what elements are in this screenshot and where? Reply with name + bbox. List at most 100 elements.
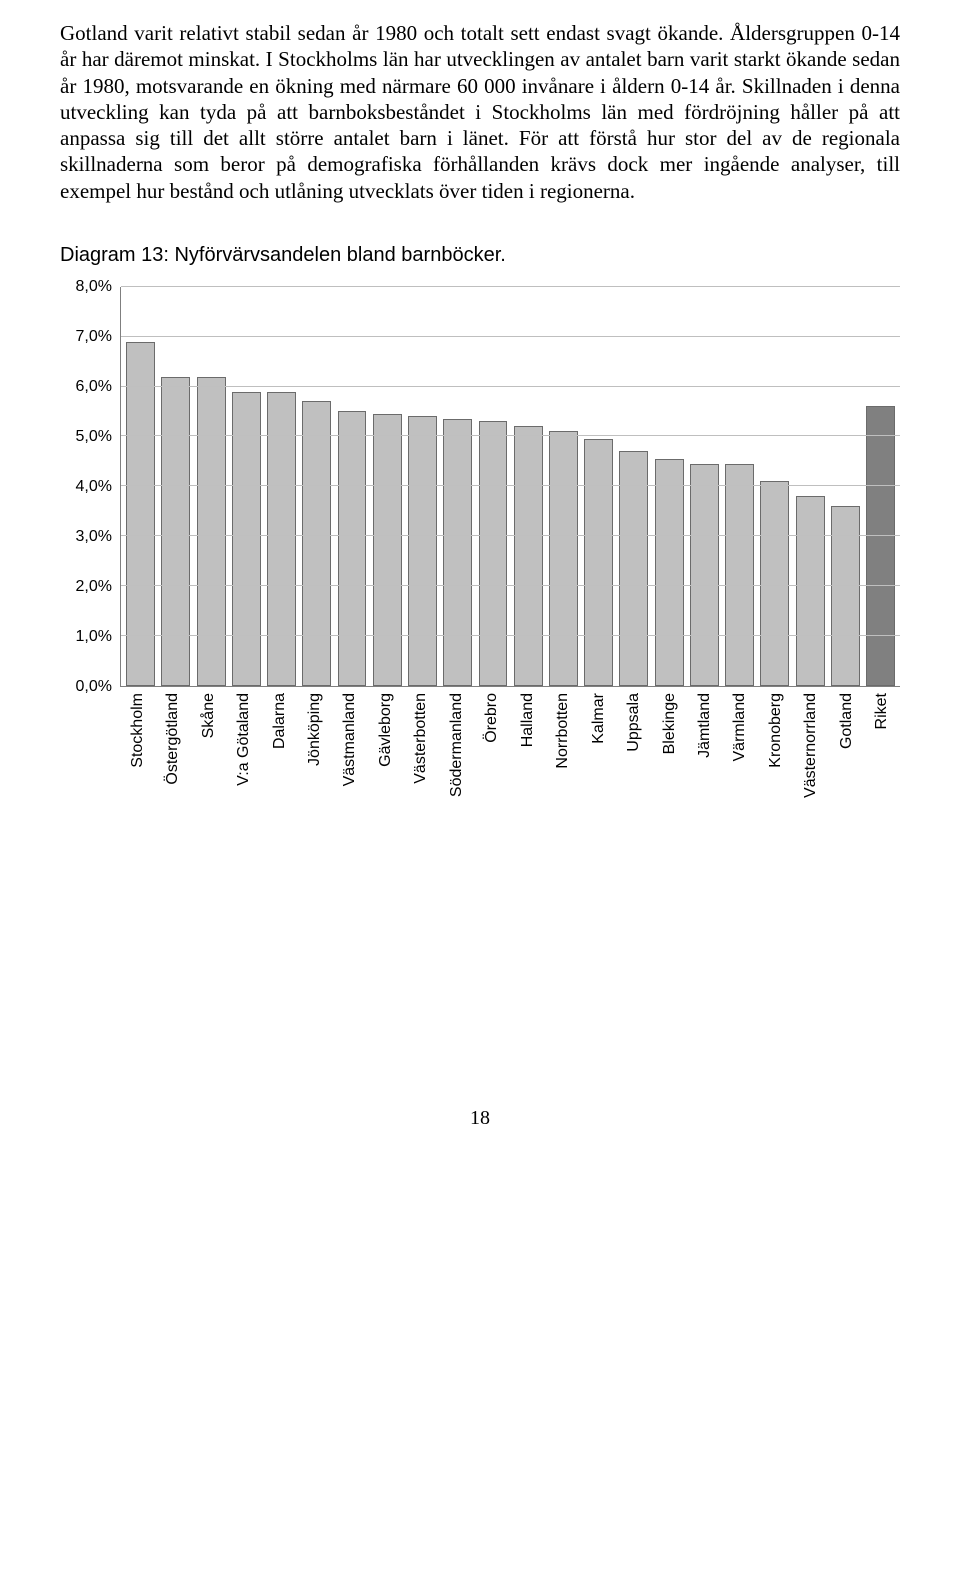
x-label: Halland <box>519 693 537 747</box>
bar <box>479 421 508 685</box>
bar <box>584 439 613 686</box>
x-label-slot: Östergötland <box>155 693 190 847</box>
bar <box>514 426 543 685</box>
x-label: Blekinge <box>661 693 679 754</box>
gridline <box>121 286 900 287</box>
x-label-slot: Södermanland <box>439 693 474 847</box>
gridline <box>121 386 900 387</box>
y-tick-label: 0,0% <box>76 678 112 696</box>
chart-plot <box>120 287 900 687</box>
page: Gotland varit relativt stabil sedan år 1… <box>0 0 960 1170</box>
x-label-slot: Kalmar <box>581 693 616 847</box>
y-tick-label: 4,0% <box>76 478 112 496</box>
bar-slot <box>616 287 651 686</box>
gridline <box>121 435 900 436</box>
gridline <box>121 336 900 337</box>
bar <box>443 419 472 686</box>
x-label: Östergötland <box>164 693 182 785</box>
bar-slot <box>475 287 510 686</box>
x-label: Skåne <box>200 693 218 738</box>
bar-slot <box>687 287 722 686</box>
x-label-slot: Västernorrland <box>794 693 829 847</box>
bar <box>161 377 190 686</box>
bar <box>408 416 437 685</box>
bar <box>760 481 789 685</box>
y-axis: 0,0%1,0%2,0%3,0%4,0%5,0%6,0%7,0%8,0% <box>60 287 120 687</box>
x-label-slot: Jönköping <box>297 693 332 847</box>
bar <box>549 431 578 685</box>
bar <box>690 464 719 686</box>
bar-slot <box>229 287 264 686</box>
chart: 0,0%1,0%2,0%3,0%4,0%5,0%6,0%7,0%8,0% Sto… <box>60 287 900 847</box>
bar-slot <box>299 287 334 686</box>
gridline <box>121 635 900 636</box>
body-paragraph: Gotland varit relativt stabil sedan år 1… <box>60 20 900 204</box>
chart-title: Diagram 13: Nyförvärvsandelen bland barn… <box>60 244 900 267</box>
x-label-slot: Halland <box>510 693 545 847</box>
bar-slot <box>334 287 369 686</box>
bar-slot <box>158 287 193 686</box>
y-tick-label: 6,0% <box>76 378 112 396</box>
bar <box>831 506 860 686</box>
x-label-slot: Dalarna <box>262 693 297 847</box>
bar-slot <box>652 287 687 686</box>
x-label: Jämtland <box>696 693 714 758</box>
x-label-slot: Stockholm <box>120 693 155 847</box>
x-label-slot: Skåne <box>191 693 226 847</box>
page-number: 18 <box>60 1107 900 1130</box>
x-axis: Stockholm Östergötland Skåne V:a Götaland Da… <box>120 687 900 847</box>
x-label-slot: Västmanland <box>333 693 368 847</box>
x-label: Kalmar <box>590 693 608 744</box>
bar-slot <box>440 287 475 686</box>
y-tick-label: 2,0% <box>76 578 112 596</box>
bars-container <box>121 287 900 686</box>
bar-slot <box>511 287 546 686</box>
bar <box>619 451 648 685</box>
x-label: Jönköping <box>306 693 324 766</box>
bar <box>796 496 825 686</box>
bar <box>197 377 226 686</box>
bar-slot <box>722 287 757 686</box>
y-tick-label: 5,0% <box>76 428 112 446</box>
x-label-slot: Västerbotten <box>404 693 439 847</box>
x-label: Stockholm <box>129 693 147 768</box>
x-label: Norrbotten <box>554 693 572 769</box>
x-label-slot: Örebro <box>475 693 510 847</box>
bar-slot <box>123 287 158 686</box>
x-label-slot: Gävleborg <box>368 693 403 847</box>
bar <box>655 459 684 686</box>
bar-slot <box>264 287 299 686</box>
bar <box>866 406 895 685</box>
x-label: Riket <box>873 693 891 729</box>
gridline <box>121 485 900 486</box>
bar <box>373 414 402 686</box>
x-label-slot: Kronoberg <box>758 693 793 847</box>
gridline <box>121 535 900 536</box>
x-label: Gävleborg <box>377 693 395 767</box>
x-label-slot: Blekinge <box>652 693 687 847</box>
bar <box>302 401 331 685</box>
bar-slot <box>370 287 405 686</box>
x-label: Västerbotten <box>412 693 430 784</box>
bar-slot <box>581 287 616 686</box>
bar-slot <box>792 287 827 686</box>
y-tick-label: 3,0% <box>76 528 112 546</box>
x-label: Uppsala <box>625 693 643 752</box>
bar-slot <box>405 287 440 686</box>
gridline <box>121 585 900 586</box>
x-label: Västernorrland <box>802 693 820 798</box>
x-label: Örebro <box>483 693 501 743</box>
y-tick-label: 1,0% <box>76 628 112 646</box>
x-label: V:a Götaland <box>235 693 253 786</box>
x-label-slot: Uppsala <box>616 693 651 847</box>
x-label-slot: Gotland <box>829 693 864 847</box>
x-label: Dalarna <box>271 693 289 749</box>
bar-slot <box>193 287 228 686</box>
y-tick-label: 8,0% <box>76 278 112 296</box>
bar-slot <box>863 287 898 686</box>
bar-slot <box>757 287 792 686</box>
x-label-slot: Värmland <box>723 693 758 847</box>
x-label: Kronoberg <box>767 693 785 768</box>
y-tick-label: 7,0% <box>76 328 112 346</box>
x-label: Gotland <box>838 693 856 749</box>
